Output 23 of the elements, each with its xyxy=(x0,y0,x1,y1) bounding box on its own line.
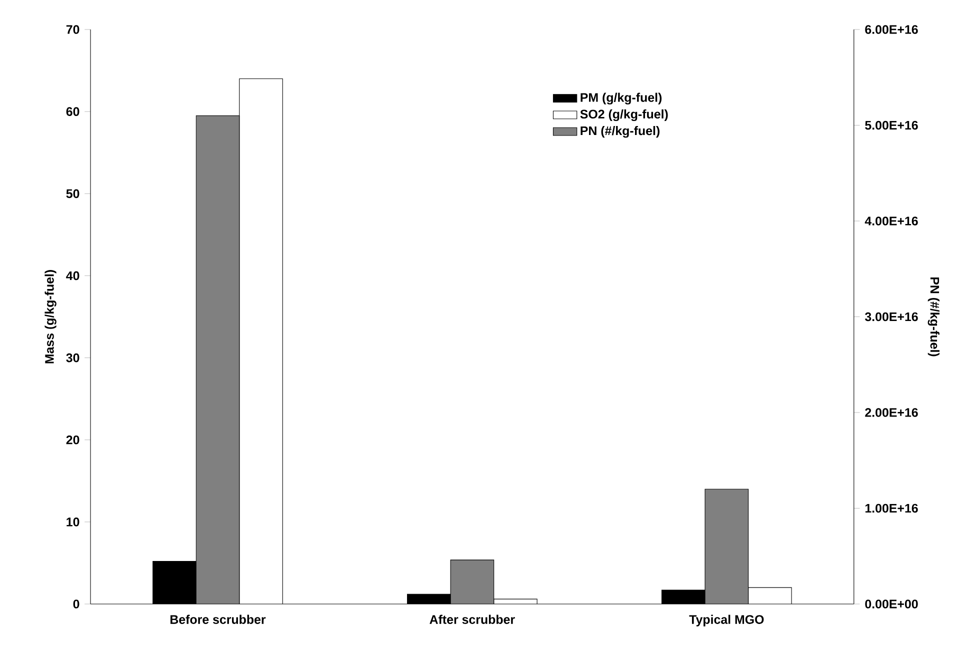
y2-tick-label: 4.00E+16 xyxy=(864,216,918,226)
y2-tick-label: 5.00E+16 xyxy=(865,120,918,130)
y2-tick-label: 6.00E+16 xyxy=(865,25,918,34)
y-tick-label: 70 xyxy=(66,25,80,34)
x-tick-label: After scrubber xyxy=(430,614,515,624)
y-tick-label: 30 xyxy=(66,353,80,362)
y-tick-label: 0 xyxy=(73,600,80,608)
legend-label: PN (#/kg-fuel) xyxy=(580,126,660,138)
y2-tick-label: 2.00E+16 xyxy=(865,408,918,417)
legend-label: SO2 (g/kg-fuel) xyxy=(580,109,668,122)
x-tick-label: Typical MGO xyxy=(689,614,764,626)
y2-tick-label: 1.00E+16 xyxy=(865,504,918,513)
legend-label: PM (g/kg-fuel) xyxy=(580,92,662,104)
y-tick-label: 40 xyxy=(66,271,80,280)
y2-tick-label: 3.00E+16 xyxy=(864,312,918,322)
y-tick-label: 20 xyxy=(66,435,80,444)
y-tick-label: 60 xyxy=(66,107,80,116)
y-tick-label: 50 xyxy=(66,189,80,198)
y2-axis-title: PN (#/kg-fuel) xyxy=(928,277,940,356)
x-tick-label: Before scrubber xyxy=(170,614,266,624)
y-axis-title: Mass (g/kg-fuel) xyxy=(44,270,56,364)
y2-tick-label: 0.00E+00 xyxy=(865,600,918,608)
y-tick-label: 10 xyxy=(66,517,80,526)
